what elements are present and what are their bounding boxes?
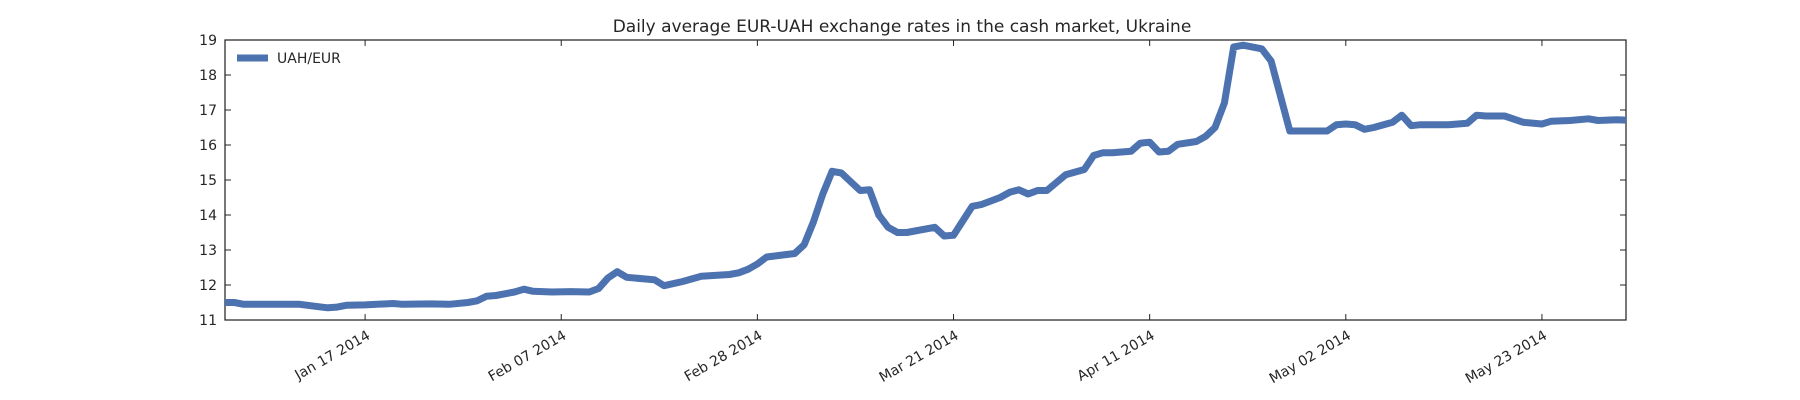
x-tick-label: Feb 28 2014 [682, 328, 766, 385]
x-tick-label: Mar 21 2014 [877, 328, 962, 386]
chart-title: Daily average EUR-UAH exchange rates in … [613, 17, 1192, 37]
legend-label-uah-eur: UAH/EUR [277, 51, 341, 67]
x-tick-label: Feb 07 2014 [486, 328, 570, 385]
y-tick-label: 17 [199, 103, 217, 119]
y-axis: 11 12 13 14 15 16 17 18 19 [199, 33, 1626, 329]
plot-area-frame [224, 39, 1627, 321]
x-tick-label: May 23 2014 [1463, 328, 1550, 388]
x-tick-label: May 02 2014 [1267, 328, 1354, 388]
legend: UAH/EUR [237, 51, 341, 67]
y-tick-label: 16 [199, 138, 217, 154]
y-tick-label: 11 [199, 313, 217, 329]
y-tick-label: 18 [199, 68, 217, 84]
x-tick-label: Jan 17 2014 [292, 328, 374, 384]
y-tick-label: 14 [199, 208, 217, 224]
series-line-uah-eur [225, 41, 1626, 312]
y-tick-label: 12 [199, 278, 217, 294]
series-layer [225, 41, 1626, 312]
y-tick-label: 15 [199, 173, 217, 189]
x-tick-label: Apr 11 2014 [1075, 328, 1158, 385]
y-tick-label: 13 [199, 243, 217, 259]
x-axis: Jan 17 2014 Feb 07 2014 Feb 28 2014 Mar 21 … [292, 40, 1550, 387]
y-tick-label: 19 [199, 33, 217, 49]
